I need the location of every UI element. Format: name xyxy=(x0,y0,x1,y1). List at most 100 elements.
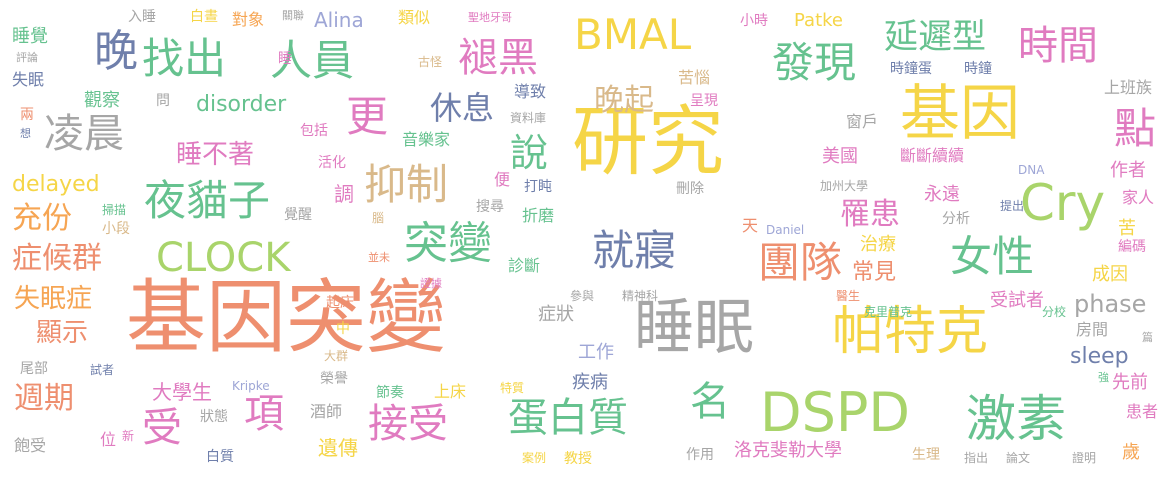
word-xianshi: 顯示 xyxy=(36,318,89,348)
word-zuoyong: 作用 xyxy=(686,447,714,463)
word-shui: 睡 xyxy=(278,51,292,67)
word-baizhou: 白晝 xyxy=(190,9,218,25)
word-shuo: 說 xyxy=(510,131,549,175)
word-cry: Cry xyxy=(1020,174,1106,232)
word-zhenghouqun: 症候群 xyxy=(12,241,102,276)
word-yanchixing: 延遲型 xyxy=(884,17,986,57)
word-wan: 晚 xyxy=(94,26,138,77)
word-daozhi: 導致 xyxy=(514,82,547,101)
word-changjian: 常見 xyxy=(852,260,897,285)
word-huanzhe: 患者 xyxy=(1126,402,1159,421)
word-chongfen: 充份 xyxy=(12,201,72,236)
word-chengxian: 呈現 xyxy=(690,93,718,109)
word-jiuqin: 就寢 xyxy=(592,226,677,275)
word-shuibuzhao: 睡不著 xyxy=(176,140,255,170)
word-nvxing: 女性 xyxy=(950,232,1035,281)
word-nao: 腦 xyxy=(372,211,385,225)
word-daxuesheng: 大學生 xyxy=(152,380,212,404)
word-zhengming: 證明 xyxy=(1072,451,1097,465)
word-zhengju: 證據 xyxy=(420,277,442,290)
word-lingchen: 凌晨 xyxy=(44,111,124,157)
word-jingshenke: 精神科 xyxy=(622,289,659,303)
word-yinyuejia: 音樂家 xyxy=(402,130,451,149)
word-rushui: 入睡 xyxy=(128,9,156,25)
word-tuandui: 團隊 xyxy=(758,238,843,287)
word-guguai: 古怪 xyxy=(418,55,443,69)
word-bian: 便 xyxy=(494,170,511,189)
word-tubian: 突變 xyxy=(404,218,492,269)
word-renyuan: 人員 xyxy=(270,36,355,85)
word-shizhong: 時鐘 xyxy=(964,61,992,77)
word-huohua: 活化 xyxy=(318,155,346,171)
word-xin: 新 xyxy=(122,429,135,443)
word-daniel: Daniel xyxy=(766,223,805,237)
word-zhenduan: 診斷 xyxy=(508,256,541,275)
word-zhuangtai: 狀態 xyxy=(200,409,228,425)
word-jisu: 激素 xyxy=(966,390,1066,448)
word-disorder: disorder xyxy=(196,92,287,117)
word-daqun: 大群 xyxy=(324,349,349,363)
word-baokuo: 包括 xyxy=(300,123,328,139)
word-guancha: 觀察 xyxy=(84,90,120,111)
word-tian: 天 xyxy=(742,216,759,235)
word-zhong: 中 xyxy=(336,321,350,337)
word-kripke: Kripke xyxy=(232,379,270,393)
word-shuimian: 睡眠 xyxy=(634,293,754,363)
word-wen: 問 xyxy=(156,93,170,109)
word-shimianzheng: 失眠症 xyxy=(14,284,93,314)
word-yisheng: 醫生 xyxy=(836,289,861,303)
word-bianma: 編碼 xyxy=(1118,239,1146,255)
word-shizhongdan: 時鐘蛋 xyxy=(890,61,932,77)
word-kelipuke: 克里普克 xyxy=(864,305,913,319)
word-tuihei: 褪黑 xyxy=(458,35,538,81)
word-wei: 位 xyxy=(100,430,117,449)
word-ziliaoku: 資料庫 xyxy=(510,111,547,125)
word-yichuan: 遺傳 xyxy=(318,436,358,460)
word-shou: 受 xyxy=(142,405,182,451)
word-weibu: 尾部 xyxy=(20,361,48,377)
word-zhaochu: 找出 xyxy=(142,34,227,83)
word-dadun: 打盹 xyxy=(524,179,552,195)
word-lihuan: 罹患 xyxy=(840,197,900,232)
word-geng: 更 xyxy=(346,92,389,141)
word-saomiao: 掃描 xyxy=(102,203,127,217)
word-qichuang: 起床 xyxy=(326,295,354,311)
word-yizhi: 抑制 xyxy=(364,160,449,209)
word-dna: DNA xyxy=(1018,163,1045,177)
word-sousuo: 搜尋 xyxy=(476,199,504,215)
word-guanlian: 關聯 xyxy=(282,9,304,22)
word-lunwen: 論文 xyxy=(1006,451,1031,465)
word-pinglun: 評論 xyxy=(16,51,38,64)
word-xiaoduan: 小段 xyxy=(102,221,130,237)
word-yongyuan: 永遠 xyxy=(924,184,960,205)
word-sleep: sleep xyxy=(1070,344,1129,369)
word-jieshou: 接受 xyxy=(368,401,448,447)
word-chuanghu: 窗戶 xyxy=(846,112,879,131)
word-baizhi: 白質 xyxy=(206,449,234,465)
word-jiyin: 基因 xyxy=(900,79,1020,149)
word-shanchu: 刪除 xyxy=(676,181,704,197)
word-shimian: 失眠 xyxy=(12,70,45,89)
word-kunao: 苦惱 xyxy=(678,68,711,87)
word-patke-en: Patke xyxy=(794,10,843,31)
word-alina: Alina xyxy=(314,8,364,32)
word-ku: 苦 xyxy=(1118,218,1136,239)
word-fenxi: 分析 xyxy=(942,211,970,227)
word-anli: 案例 xyxy=(522,451,547,465)
word-yemaozi: 夜貓子 xyxy=(144,176,271,225)
word-jiaren: 家人 xyxy=(1122,188,1155,207)
word-dian: 點 xyxy=(1114,104,1157,153)
word-dspd: DSPD xyxy=(760,381,911,444)
word-shangbanzu: 上班族 xyxy=(1104,78,1153,97)
word-fangjian: 房間 xyxy=(1076,320,1109,339)
word-jiaoshou: 教授 xyxy=(564,451,592,467)
word-bmal: BMAL xyxy=(574,10,692,59)
word-shoushizhe: 受試者 xyxy=(990,290,1044,311)
word-qiang: 強 xyxy=(1098,371,1109,384)
word-phase: phase xyxy=(1074,290,1147,318)
word-fenxiao: 分校 xyxy=(1042,305,1067,319)
word-clock: CLOCK xyxy=(156,235,291,281)
word-shengdiyage: 聖地牙哥 xyxy=(468,11,512,24)
word-jiushi: 酒師 xyxy=(310,402,343,421)
